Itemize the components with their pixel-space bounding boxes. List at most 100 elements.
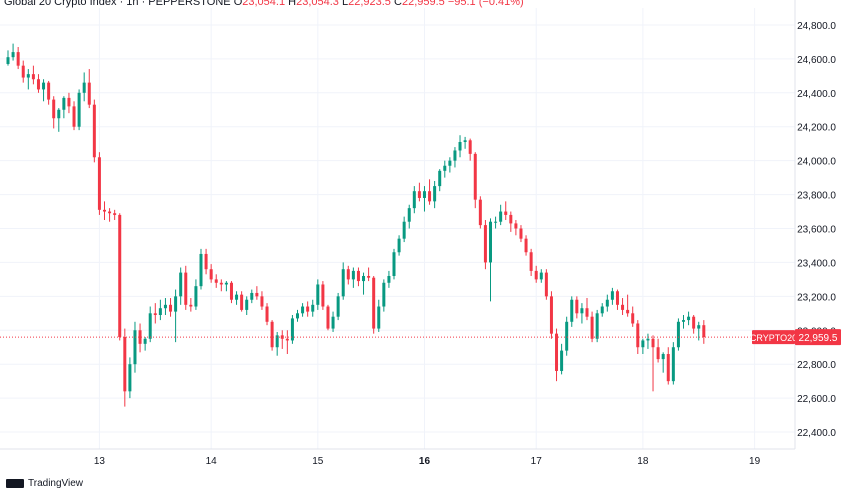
candle-body[interactable] xyxy=(321,284,325,307)
candle-body[interactable] xyxy=(560,350,564,371)
candle-body[interactable] xyxy=(555,333,559,371)
tradingview-logo[interactable]: TradingView xyxy=(6,476,83,490)
candle-body[interactable] xyxy=(153,313,157,316)
candle-body[interactable] xyxy=(524,238,528,253)
candle-body[interactable] xyxy=(11,52,15,58)
candle-body[interactable] xyxy=(682,320,685,322)
candle-body[interactable] xyxy=(57,109,61,119)
candle-body[interactable] xyxy=(519,228,523,239)
candle-body[interactable] xyxy=(235,294,239,300)
candle-body[interactable] xyxy=(87,82,91,105)
candle-body[interactable] xyxy=(97,157,101,210)
candle-body[interactable] xyxy=(306,306,310,312)
candle-body[interactable] xyxy=(443,165,447,171)
candle-body[interactable] xyxy=(641,340,645,348)
candle-body[interactable] xyxy=(290,318,294,341)
candle-body[interactable] xyxy=(158,308,162,316)
candle-body[interactable] xyxy=(42,82,46,90)
candle-body[interactable] xyxy=(636,323,640,348)
candle-body[interactable] xyxy=(6,57,10,64)
candle-body[interactable] xyxy=(494,221,498,223)
candle-body[interactable] xyxy=(580,308,584,314)
candle-body[interactable] xyxy=(489,221,492,263)
candle-body[interactable] xyxy=(118,214,122,338)
candle-body[interactable] xyxy=(113,213,117,215)
candle-body[interactable] xyxy=(179,272,183,297)
candle-body[interactable] xyxy=(21,65,25,78)
candle-body[interactable] xyxy=(265,306,269,322)
candle-body[interactable] xyxy=(590,316,594,339)
candle-body[interactable] xyxy=(224,282,228,285)
candle-body[interactable] xyxy=(615,291,619,305)
candle-body[interactable] xyxy=(77,92,81,127)
candle-body[interactable] xyxy=(341,269,345,297)
candle-body[interactable] xyxy=(108,211,112,214)
candle-body[interactable] xyxy=(483,225,487,263)
candle-body[interactable] xyxy=(260,296,264,307)
candle-body[interactable] xyxy=(36,79,40,90)
candle-body[interactable] xyxy=(412,191,416,209)
candle-body[interactable] xyxy=(499,211,503,222)
candle-body[interactable] xyxy=(123,337,127,392)
candle-body[interactable] xyxy=(209,269,213,280)
candle-body[interactable] xyxy=(250,292,254,300)
candle-body[interactable] xyxy=(26,74,30,78)
candle-body[interactable] xyxy=(661,354,665,360)
candle-body[interactable] xyxy=(138,330,142,344)
candle-body[interactable] xyxy=(473,153,477,200)
candle-body[interactable] xyxy=(229,282,233,300)
candle-body[interactable] xyxy=(478,199,482,226)
candle-body[interactable] xyxy=(356,270,360,282)
candle-body[interactable] xyxy=(514,223,518,229)
candle-body[interactable] xyxy=(301,306,305,314)
candle-body[interactable] xyxy=(296,313,299,319)
candle-body[interactable] xyxy=(428,191,432,202)
candle-body[interactable] xyxy=(148,313,152,339)
candle-body[interactable] xyxy=(52,99,56,119)
candle-body[interactable] xyxy=(174,296,178,312)
candle-body[interactable] xyxy=(656,347,660,360)
candle-body[interactable] xyxy=(468,140,472,154)
candle-body[interactable] xyxy=(316,284,320,305)
candle-body[interactable] xyxy=(458,141,462,151)
candle-body[interactable] xyxy=(509,214,513,224)
candle-body[interactable] xyxy=(585,308,589,317)
candle-body[interactable] xyxy=(245,299,249,310)
candle-body[interactable] xyxy=(169,304,173,312)
candle-body[interactable] xyxy=(143,338,147,344)
candle-body[interactable] xyxy=(72,106,76,127)
candle-body[interactable] xyxy=(422,191,426,198)
candle-body[interactable] xyxy=(600,306,604,314)
candle-body[interactable] xyxy=(351,270,355,280)
candle-body[interactable] xyxy=(387,275,391,283)
candle-body[interactable] xyxy=(82,82,86,93)
candle-body[interactable] xyxy=(534,270,538,280)
candle-body[interactable] xyxy=(372,277,376,329)
candle-body[interactable] xyxy=(382,282,386,307)
candle-body[interactable] xyxy=(128,364,132,392)
candle-body[interactable] xyxy=(184,272,188,305)
candle-body[interactable] xyxy=(67,97,71,107)
candle-body[interactable] xyxy=(651,338,655,348)
candle-body[interactable] xyxy=(392,252,396,276)
candle-body[interactable] xyxy=(377,306,381,329)
candle-body[interactable] xyxy=(346,269,350,280)
candle-body[interactable] xyxy=(504,211,508,215)
candle-body[interactable] xyxy=(255,292,259,297)
candle-body[interactable] xyxy=(539,272,543,280)
candle-body[interactable] xyxy=(687,316,691,321)
candle-body[interactable] xyxy=(544,272,548,297)
candle-body[interactable] xyxy=(285,338,289,341)
candle-body[interactable] xyxy=(47,82,51,100)
candle-body[interactable] xyxy=(326,306,330,329)
candle-body[interactable] xyxy=(433,186,437,202)
candle-body[interactable] xyxy=(219,282,223,285)
candle-body[interactable] xyxy=(204,253,208,270)
candle-body[interactable] xyxy=(549,296,553,334)
candle-body[interactable] xyxy=(565,321,569,351)
candle-body[interactable] xyxy=(367,275,371,278)
candle-body[interactable] xyxy=(163,304,167,309)
candle-body[interactable] xyxy=(575,299,579,314)
